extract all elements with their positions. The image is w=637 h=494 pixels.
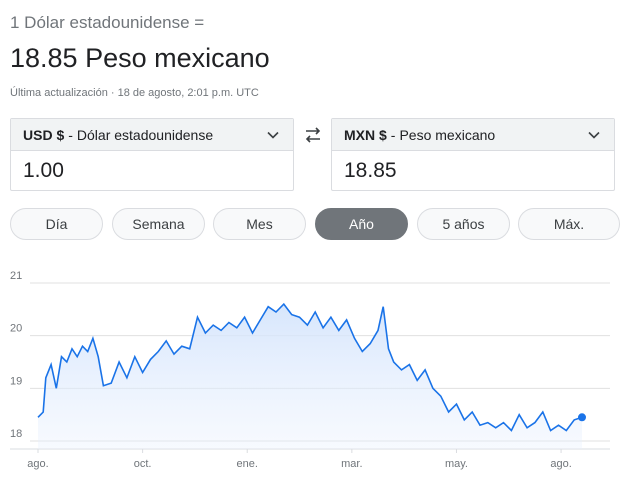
range-year-button[interactable]: Año <box>315 208 408 240</box>
range-5years-button[interactable]: 5 años <box>417 208 510 240</box>
from-currency-select[interactable]: USD $ - Dólar estadounidense <box>11 119 293 151</box>
time-range-tabs: Día Semana Mes Año 5 años Máx. <box>10 208 620 240</box>
swap-arrows-icon[interactable] <box>302 126 324 144</box>
conversion-result-text: 18.85 Peso mexicano <box>10 43 270 73</box>
range-month-button[interactable]: Mes <box>213 208 306 240</box>
x-tick-label: ago. <box>550 458 571 470</box>
to-currency-box: MXN $ - Peso mexicano 18.85 <box>331 118 615 191</box>
from-currency-code: USD $ <box>23 126 65 143</box>
conversion-base-text: 1 Dólar estadounidense = <box>10 13 205 32</box>
from-currency-name: Dólar estadounidense <box>76 126 214 143</box>
from-currency-box: USD $ - Dólar estadounidense 1.00 <box>10 118 294 191</box>
y-tick-label: 18 <box>10 428 22 440</box>
to-currency-code: MXN $ <box>344 126 387 143</box>
to-amount-input[interactable]: 18.85 <box>344 159 397 182</box>
from-currency-separator: - <box>68 126 73 143</box>
y-tick-label: 21 <box>10 270 22 282</box>
exchange-rate-chart: 18 19 20 21 ago. oct. ene. mar. may. ago. <box>10 270 610 470</box>
chevron-down-icon <box>267 131 279 139</box>
last-updated-text: Última actualización · 18 de agosto, 2:0… <box>10 87 259 99</box>
chart-area-fill <box>38 304 582 449</box>
x-tick-label: ene. <box>237 458 258 470</box>
to-currency-select[interactable]: MXN $ - Peso mexicano <box>332 119 614 151</box>
x-tick-label: oct. <box>134 458 152 470</box>
chart-series-line <box>37 302 583 432</box>
chart-last-point[interactable] <box>578 413 586 422</box>
to-currency-separator: - <box>390 126 396 143</box>
x-tick-label: ago. <box>27 458 48 470</box>
to-currency-name: Peso mexicano <box>399 126 496 143</box>
range-week-button[interactable]: Semana <box>112 208 205 240</box>
y-tick-label: 20 <box>10 323 22 335</box>
x-tick-label: mar. <box>341 458 362 470</box>
from-amount-input[interactable]: 1.00 <box>23 159 64 182</box>
x-tick-label: may. <box>445 458 468 470</box>
range-day-button[interactable]: Día <box>10 208 103 240</box>
chevron-down-icon <box>588 131 600 139</box>
y-tick-label: 19 <box>10 375 22 387</box>
range-max-button[interactable]: Máx. <box>518 208 620 240</box>
